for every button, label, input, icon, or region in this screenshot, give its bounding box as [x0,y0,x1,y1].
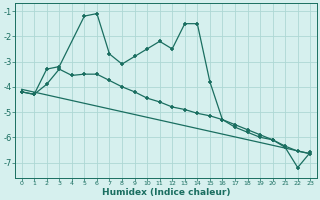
X-axis label: Humidex (Indice chaleur): Humidex (Indice chaleur) [102,188,230,197]
